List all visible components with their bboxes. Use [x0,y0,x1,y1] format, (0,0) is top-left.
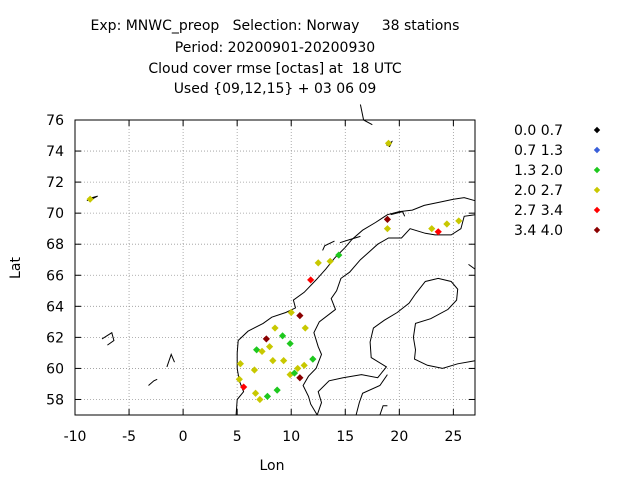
title-line-2: Period: 20200901-20200930 [174,40,376,56]
station-point [307,276,315,284]
station-point [262,335,270,343]
legend-marker [593,166,601,174]
station-point [314,259,322,267]
axis-ticks: -10 -5 0 5 10 15 20 25 58 60 62 64 66 68 70 72 74 76 [46,113,475,445]
station-point [287,308,295,317]
y-tick-label: 66 [46,268,64,284]
x-tick-label: 20 [390,429,408,445]
title-line-3: Cloud cover rmse [octas] at 18 UTC [148,61,402,77]
station-point [251,389,260,397]
coastline-map [86,104,476,416]
station-point [290,369,299,377]
station-point [301,324,309,332]
coastline-segment [322,240,335,251]
coastline-segment [390,211,406,217]
y-axis-label: Lat [8,257,24,279]
station-point [383,215,392,223]
x-tick-label: -10 [64,429,87,445]
station-point [326,257,334,265]
station-point [280,357,288,365]
legend: 0.0 0.7 0.7 1.3 1.3 2.0 2.0 2.7 2.7 3.4 3.4 4… [514,123,601,239]
legend-label: 1.3 2.0 [514,163,563,179]
coastline-segment [148,378,158,386]
coastline-segment [316,277,476,416]
y-tick-label: 68 [46,237,64,253]
station-point [269,357,277,365]
station-point [258,347,266,355]
coastline-segment [468,263,476,270]
legend-label: 0.0 0.7 [514,123,563,139]
legend-label: 2.7 3.4 [514,203,563,219]
legend-label: 3.4 4.0 [514,223,563,239]
coastline-segment [166,353,175,368]
station-point [236,360,245,368]
station-point [296,374,304,382]
station-point [296,312,304,320]
x-tick-label: 10 [282,429,300,445]
coastline-segment [101,331,115,346]
station-point [86,195,94,203]
title-line-4: Used {09,12,15} + 03 06 09 [173,81,377,97]
legend-marker [593,206,601,214]
station-point [455,217,463,225]
legend-marker [593,186,601,194]
station-point [294,364,302,373]
plot-frame [74,119,476,416]
y-tick-label: 60 [46,361,64,377]
station-point [263,392,272,400]
legend-marker [593,226,601,234]
y-tick-label: 58 [46,392,64,408]
station-point [256,395,264,404]
station-point [309,355,317,363]
legend-label: 0.7 1.3 [514,143,563,159]
station-point [428,225,436,233]
coastline-segment [235,197,476,416]
station-point [253,346,261,354]
y-tick-label: 70 [46,206,64,222]
station-points [86,139,463,404]
x-axis-label: Lon [260,458,285,474]
coastline-segment [379,405,388,416]
station-point [235,375,243,383]
station-point [286,339,294,348]
y-tick-label: 72 [46,175,64,191]
station-point [443,220,451,228]
x-tick-label: 25 [444,429,462,445]
x-tick-label: 5 [233,429,242,445]
station-point [335,251,343,259]
x-tick-label: -5 [122,429,136,445]
legend-marker [593,126,601,134]
legend-marker [593,146,601,154]
coastline-segment [359,104,373,126]
coastline-segment [302,214,476,416]
station-point [300,361,308,369]
legend-label: 2.0 2.7 [514,183,563,199]
y-tick-label: 64 [46,299,64,315]
x-tick-label: 15 [336,429,354,445]
station-point [434,228,442,236]
coastline-segment [339,235,361,244]
coastline-segment [355,374,388,416]
title-line-1: Exp: MNWC_preop Selection: Norway 38 sta… [90,18,460,34]
station-point [273,386,281,394]
station-point [383,225,392,233]
station-point [250,366,259,374]
y-tick-label: 74 [46,144,64,160]
y-tick-label: 62 [46,330,64,346]
station-point [271,324,279,332]
station-point [265,343,274,351]
station-point [240,383,248,391]
station-point [384,139,393,147]
y-tick-label: 76 [46,113,64,129]
station-point [278,332,287,340]
x-tick-label: 0 [179,429,188,445]
grid-lines [75,120,475,415]
